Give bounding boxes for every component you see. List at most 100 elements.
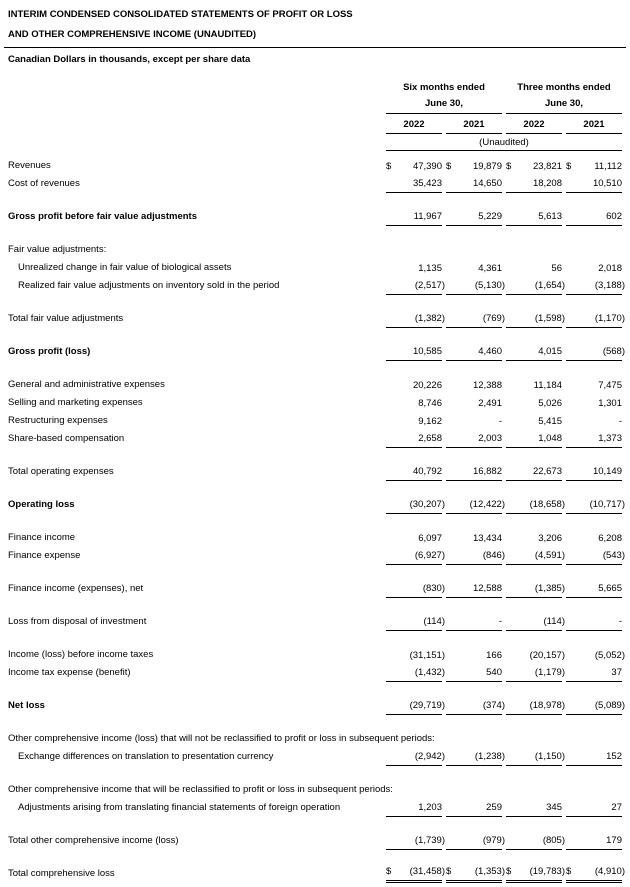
value-text: (1,238) [474,751,505,762]
row-label: Loss from disposal of investment [8,616,147,628]
table-row: Total other comprehensive income (loss) (… [8,832,622,850]
value-cell: (114) [386,616,445,631]
value-cell: (1,382) [386,313,445,328]
row-label: Finance income (expenses), net [8,583,144,595]
value-cell: - [446,616,502,631]
value-text: 4,015 [538,346,562,357]
value-cell: 37 [566,667,622,682]
row-label: Exchange differences on translation to p… [18,751,274,763]
value-text: 10,510 [592,178,622,189]
value-cell: 1,373 [566,433,622,448]
value-text: 47,390 [412,161,442,172]
value-text: (18,658) [529,499,565,510]
value-text: 9,162 [418,416,442,427]
row-label: Selling and marketing expenses [8,397,143,409]
value-cell: - [566,416,622,430]
value-text: (6,927) [414,550,445,561]
value-cell: 152 [566,751,622,766]
six-months-date: June 30, [386,98,502,114]
year-header: 2021 [446,114,502,134]
table-row: Finance expense (6,927) (846) (4,591) (543) [8,547,625,565]
value-text: (374) [482,700,505,711]
value-cell: 602 [566,211,622,226]
value-cell: 14,650 [446,178,502,193]
value-cell: $ (19,783) [506,866,565,883]
value-cell: (1,150) [506,751,565,766]
value-cell: 4,015 [506,346,562,361]
value-cell: 11,967 [386,211,442,226]
row-label: Cost of revenues [8,178,80,190]
page-title-line1: INTERIM CONDENSED CONSOLIDATED STATEMENT… [8,9,353,20]
table-row: Restructuring expenses 9,162 - 5,415 - [8,412,622,430]
value-cell: (1,598) [506,313,565,328]
statement-rows: Revenues $47,390 $19,879 $23,821 $11,112 Cost… [8,157,625,883]
table-row: Fair value adjustments: [8,241,622,259]
row-label: Restructuring expenses [8,415,108,427]
value-cell: (20,157) [506,650,565,664]
row-label: Income (loss) before income taxes [8,649,154,661]
value-cell: (114) [506,616,565,631]
value-text: 1,301 [598,398,622,409]
value-cell: (805) [506,835,565,850]
value-cell: (769) [446,313,505,328]
value-text: (31,458) [409,866,445,877]
value-text: 11,184 [533,380,562,391]
spacer-cell [8,82,382,98]
value-text: 152 [606,751,622,762]
value-cell: 12,388 [446,380,502,394]
value-text: (30,207) [409,499,445,510]
period-date-header: June 30, June 30, [8,98,622,114]
value-text: (4,591) [534,550,565,561]
row-label: Fair value adjustments: [8,244,107,256]
value-cell: $11,112 [566,161,622,175]
value-text: 4,361 [478,263,502,274]
value-cell: 4,460 [446,346,502,361]
value-cell: 179 [566,835,622,850]
value-text: 14,650 [472,178,502,189]
table-row: Loss from disposal of investment (114) - (1… [8,613,622,631]
period-group-header: Six months ended Three months ended [8,82,622,98]
value-text: (5,130) [474,280,505,291]
value-text: 2,003 [478,433,502,444]
value-cell: 2,018 [566,263,622,277]
value-cell: - [446,416,502,430]
value-cell: 12,588 [446,583,502,598]
value-text: 40,792 [412,466,442,477]
value-text: 1,135 [418,263,442,274]
value-cell: (1,179) [506,667,565,682]
value-text: 19,879 [472,161,502,172]
three-months-date: June 30, [506,98,622,114]
value-cell: (1,238) [446,751,505,766]
value-text: (769) [482,313,505,324]
table-row: Income (loss) before income taxes (31,151… [8,646,625,664]
value-text: 5,613 [538,211,562,222]
value-text: (10,717) [589,499,625,510]
value-cell: 1,135 [386,263,442,277]
value-text: 37 [611,667,622,678]
value-text: 35,423 [412,178,442,189]
value-text: 1,048 [538,433,562,444]
value-cell: 6,208 [566,533,622,547]
row-label: Total other comprehensive income (loss) [8,835,179,847]
value-cell: 7,475 [566,380,622,394]
value-cell: 8,746 [386,398,442,412]
value-cell: 1,048 [506,433,562,448]
table-row: Exchange differences on translation to p… [8,748,622,766]
value-cell: (543) [566,550,625,565]
value-text: 12,588 [472,583,502,594]
value-cell: 5,613 [506,211,562,226]
value-text: (543) [602,550,625,561]
value-text: 6,097 [418,533,442,544]
value-cell: (1,739) [386,835,445,850]
value-cell: 40,792 [386,466,442,481]
three-months-group-title: Three months ended [517,82,611,93]
table-row: Gross profit (loss) 10,585 4,460 4,015 (568) [8,343,625,361]
value-text: (979) [482,835,505,846]
value-cell: (1,385) [506,583,565,598]
value-cell: $ (4,910) [566,866,625,883]
spacer-cell [8,134,382,151]
value-cell: (830) [386,583,445,598]
value-cell: 56 [506,263,562,277]
value-text: (1,150) [534,751,565,762]
value-text: 10,585 [412,346,442,357]
